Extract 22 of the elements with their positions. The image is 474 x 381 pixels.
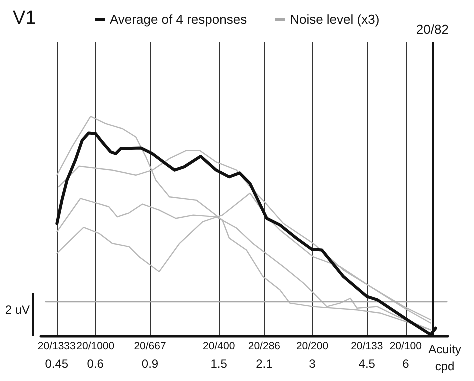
x-tick-label: 6 <box>402 357 410 371</box>
text: 2 uV <box>5 303 30 317</box>
text: 20/286 <box>248 340 281 352</box>
x-tick-label: 0.9 <box>142 357 159 371</box>
chart-title: V1 <box>13 8 36 29</box>
text: 20/400 <box>203 340 236 352</box>
legend-label: Noise level (x3) <box>290 12 380 27</box>
text: 20/667 <box>134 340 166 352</box>
x-tick-label: 2.1 <box>256 357 274 371</box>
x-tick-label: 4.5 <box>358 357 376 371</box>
x-tick-label: 1.5 <box>210 357 228 371</box>
x-tick-label: 0.45 <box>45 357 69 371</box>
text: 20/200 <box>296 340 329 352</box>
text: 20/133 <box>351 340 384 352</box>
text: 20/1333 <box>38 340 76 352</box>
legend-label: Average of 4 responses <box>110 12 248 27</box>
x-tick-label: 3 <box>309 357 316 371</box>
text: 20/1000 <box>76 340 115 352</box>
x-axis-title: Acuity cpd <box>428 342 462 374</box>
text: 20/100 <box>390 340 422 352</box>
text: 20/82 <box>416 22 449 37</box>
x-tick-label: 0.6 <box>87 357 104 371</box>
